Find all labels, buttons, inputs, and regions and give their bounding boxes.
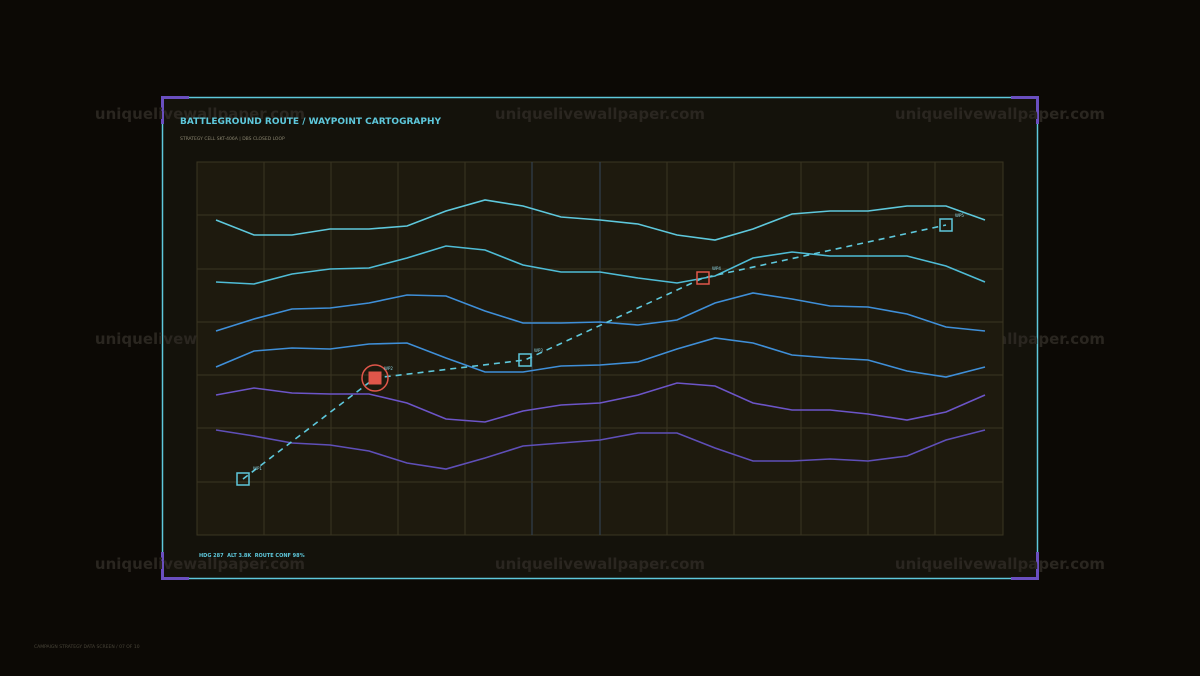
waypoint-markers (236, 218, 953, 486)
corner-accents (161, 96, 1039, 580)
status: HDG 287 ALT 3.8K ROUTE CONF 98% (199, 553, 305, 559)
watermark: uniquelivewallpaper.com (95, 555, 305, 573)
watermark: uniquelivewallpaper.com (495, 105, 705, 123)
watermark: uniquelivewallpaper.com (895, 105, 1105, 123)
watermark: uniquelivewallpaper.com (495, 555, 705, 573)
route (242, 224, 947, 480)
contours (215, 199, 986, 470)
waypoint-label: WP4 (712, 266, 721, 271)
waypoint-label: WP1 (253, 466, 262, 471)
grid (197, 162, 1003, 535)
watermark: uniquelivewallpaper.com (895, 555, 1105, 573)
caption: CAMPAIGN STRATEGY DATA SCREEN / 07 OF 10 (34, 644, 140, 650)
watermark: uniquelivewallpaper.com (95, 105, 305, 123)
subtitle: STRATEGY CELL SKT-406A | DBS CLOSED LOOP (180, 136, 285, 142)
waypoint-label: WP3 (534, 348, 543, 353)
waypoint-label: WP5 (955, 213, 964, 218)
waypoint-label: WP2 (384, 366, 393, 371)
title: BATTLEGROUND ROUTE / WAYPOINT CARTOGRAPH… (180, 117, 441, 127)
